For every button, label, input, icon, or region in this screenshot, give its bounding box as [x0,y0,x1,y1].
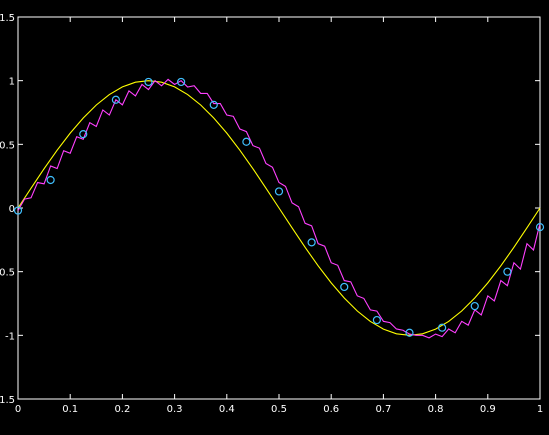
x-tick-label: 0 [15,404,21,415]
data-point-marker [340,282,349,292]
x-tick-label: 0.7 [375,404,391,415]
data-point-marker [13,206,23,215]
series-line-1 [17,78,541,339]
data-point-marker [503,267,512,276]
data-point-marker [307,238,316,247]
data-point-marker [79,130,88,139]
data-point-marker [111,95,120,104]
y-tick-label: -1 [5,331,15,342]
x-tick-label: 0.3 [167,404,183,415]
x-tick-label: 0.4 [219,404,235,415]
data-point-marker [242,137,251,146]
data-point-marker [372,315,381,325]
y-tick-label: 0.5 [0,140,15,151]
series-line-0 [17,80,541,336]
y-tick-label: -0.5 [0,268,15,279]
y-tick-label: -1.5 [0,395,15,406]
data-point-marker [405,328,414,337]
y-tick-label: 0 [9,204,15,215]
data-point-marker [209,100,218,109]
x-tick-label: 1 [537,404,543,415]
x-tick-label: 0.9 [480,404,496,415]
x-tick-label: 0.8 [428,404,444,415]
data-point-marker [144,77,153,87]
data-point-marker [46,175,55,185]
data-point-marker [470,301,479,311]
x-tick-label: 0.1 [62,404,78,415]
y-tick-label: 1.5 [0,13,15,24]
data-point-marker [438,323,447,332]
x-tick-label: 0.5 [271,404,287,415]
data-point-marker [535,223,545,232]
axis-ticks: 0 0.1 0.2 0.3 0.4 0.5 0.6 0.7 0.8 0.9 1 -1.5 -1 -0.5 0… [0,13,543,415]
y-tick-label: 1 [9,77,15,88]
x-tick-label: 0.6 [323,404,339,415]
data-point-marker [177,77,186,87]
series-layer [13,77,545,339]
data-point-marker [274,187,284,196]
x-tick-label: 0.2 [114,404,130,415]
